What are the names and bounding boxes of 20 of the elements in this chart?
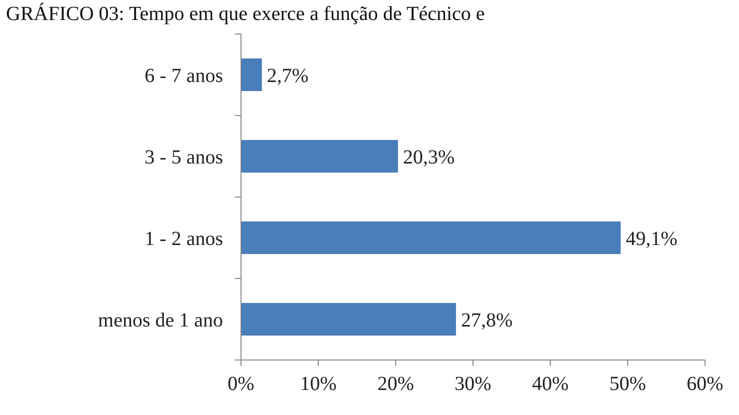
y-tick-label: 6 - 7 anos	[144, 64, 224, 87]
x-tick-label: 0%	[228, 373, 254, 395]
bar	[241, 58, 262, 92]
data-label: 20,3%	[402, 146, 455, 168]
x-tick-label: 50%	[609, 373, 646, 395]
y-tick-label: 3 - 5 anos	[144, 146, 224, 168]
x-tick-label: 10%	[300, 373, 337, 395]
x-tick-label: 60%	[686, 373, 724, 395]
bar	[241, 302, 456, 336]
y-tick-label: menos de 1 ano	[98, 309, 223, 332]
bar	[241, 140, 398, 173]
chart-title: GRÁFICO 03: Tempo em que exerce a função de Técnico e	[6, 2, 485, 25]
bar	[241, 221, 621, 254]
x-tick-label: 20%	[377, 373, 414, 395]
x-tick-label: 40%	[532, 373, 569, 395]
y-tick-label: 1 - 2 anos	[144, 228, 224, 250]
data-label: 27,8%	[460, 309, 513, 332]
data-label: 49,1%	[626, 228, 678, 250]
x-tick-label: 30%	[454, 373, 492, 395]
data-label: 2,7%	[266, 64, 309, 87]
